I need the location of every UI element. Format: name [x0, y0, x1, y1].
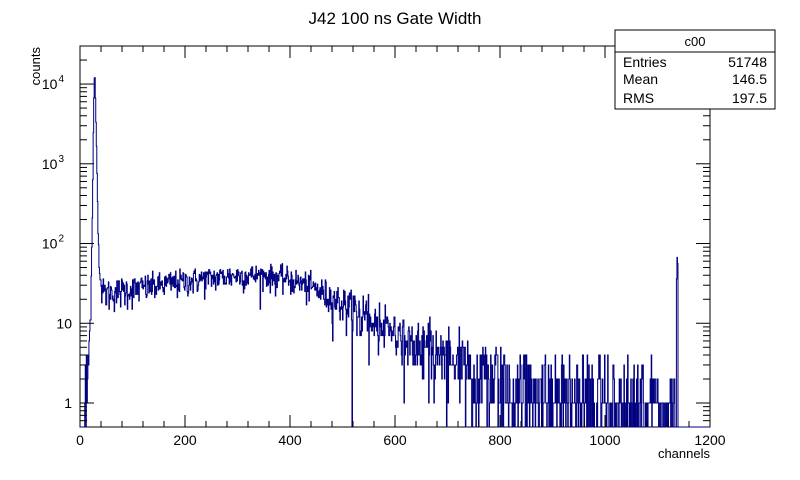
- stats-rms-label: RMS: [623, 90, 654, 106]
- x-tick-label: 200: [173, 432, 197, 448]
- x-tick-label: 600: [383, 432, 407, 448]
- stats-entries-label: Entries: [623, 54, 667, 70]
- stats-box-title: c00: [685, 34, 706, 49]
- stats-mean-label: Mean: [623, 71, 658, 87]
- stats-rms-value: 197.5: [732, 90, 767, 106]
- axis-layer: 0 200 400 600 800 1000 1200 1 10 102 103 104: [42, 45, 726, 448]
- x-tick-label: 1200: [694, 432, 725, 448]
- x-tick-label: 1000: [589, 432, 620, 448]
- y-tick-label: 10: [56, 315, 72, 331]
- stats-entries-value: 51748: [728, 54, 767, 70]
- y-tick-exponent: 4: [58, 74, 64, 85]
- x-tick-label: 400: [278, 432, 302, 448]
- x-tick-label: 800: [488, 432, 512, 448]
- y-tick-exponent: 3: [58, 154, 64, 165]
- y-tick-label: 102: [42, 234, 65, 252]
- x-tick-label: 0: [76, 432, 84, 448]
- histogram-layer: [80, 77, 710, 428]
- y-tick-label: 104: [42, 74, 65, 92]
- chart-title: J42 100 ns Gate Width: [309, 9, 482, 28]
- stats-mean-value: 146.5: [732, 71, 767, 87]
- y-tick-exponent: 2: [58, 234, 64, 245]
- x-axis-label: channels: [658, 446, 711, 461]
- y-tick-label: 103: [42, 154, 65, 172]
- y-tick-label: 1: [64, 395, 72, 411]
- histogram-series: [80, 77, 710, 428]
- y-axis-label: counts: [28, 47, 43, 86]
- stats-box: c00 Entries 51748 Mean 146.5 RMS 197.5: [614, 29, 776, 110]
